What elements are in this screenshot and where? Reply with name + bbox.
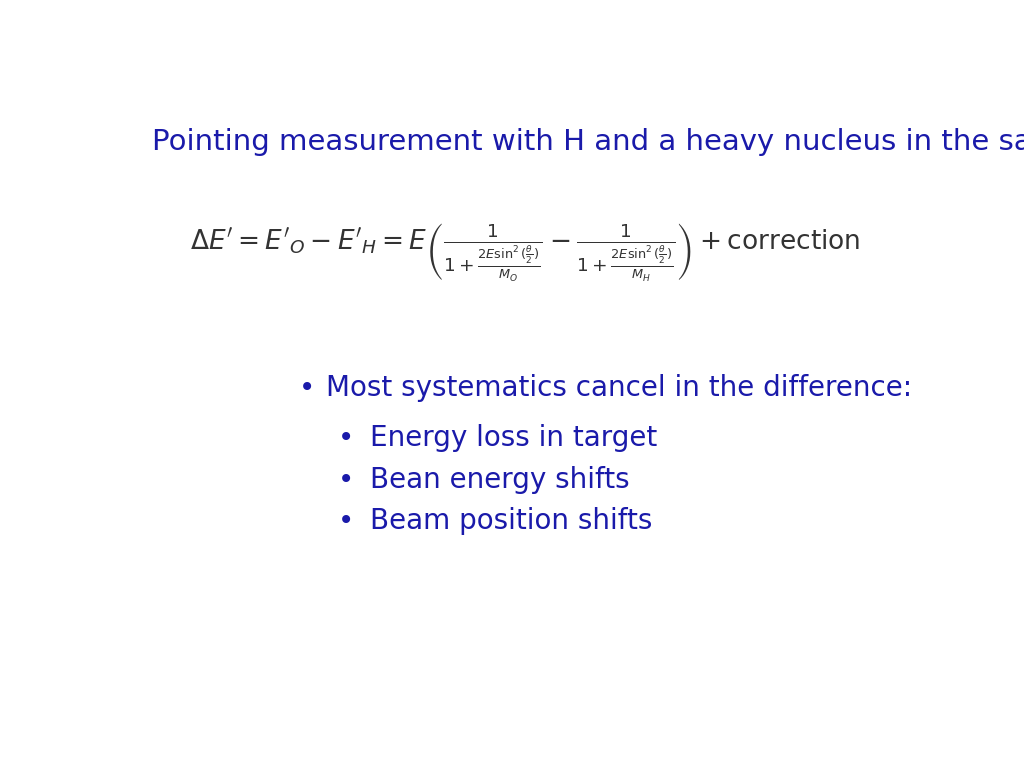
- Text: Bean energy shifts: Bean energy shifts: [370, 465, 630, 494]
- Text: •: •: [338, 507, 354, 535]
- Text: •: •: [338, 424, 354, 452]
- Text: $\Delta E' = E'_O - E'_H = E \left( \frac{1}{1 + \frac{2E\sin^2(\frac{\theta}{2}: $\Delta E' = E'_O - E'_H = E \left( \fra…: [189, 221, 860, 283]
- Text: •: •: [338, 465, 354, 494]
- Text: Energy loss in target: Energy loss in target: [370, 424, 657, 452]
- Text: Beam position shifts: Beam position shifts: [370, 507, 652, 535]
- Text: •: •: [298, 374, 314, 402]
- Text: Pointing measurement with H and a heavy nucleus in the same target: Pointing measurement with H and a heavy …: [152, 127, 1024, 156]
- Text: Most systematics cancel in the difference:: Most systematics cancel in the differenc…: [327, 374, 912, 402]
